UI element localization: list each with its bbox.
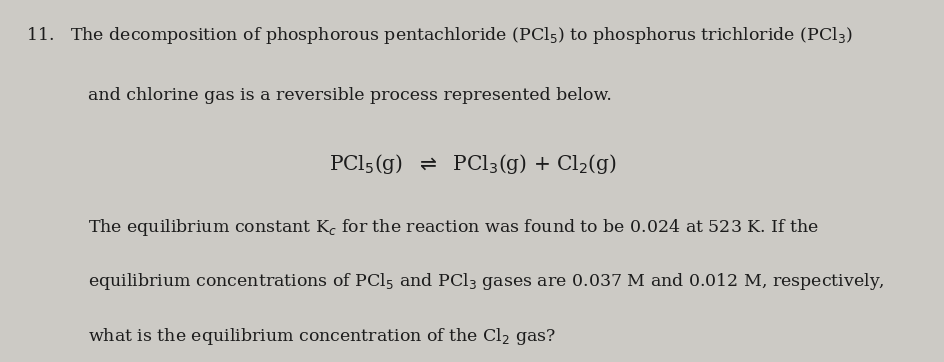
Text: PCl$_5$(g)  $\rightleftharpoons$  PCl$_3$(g) + Cl$_2$(g): PCl$_5$(g) $\rightleftharpoons$ PCl$_3$(… — [329, 152, 615, 176]
Text: and chlorine gas is a reversible process represented below.: and chlorine gas is a reversible process… — [88, 87, 611, 104]
Text: equilibrium concentrations of PCl$_5$ and PCl$_3$ gases are 0.037 M and 0.012 M,: equilibrium concentrations of PCl$_5$ an… — [88, 272, 884, 292]
Text: The equilibrium constant K$_c$ for the reaction was found to be 0.024 at 523 K. : The equilibrium constant K$_c$ for the r… — [88, 217, 818, 238]
Text: what is the equilibrium concentration of the Cl$_2$ gas?: what is the equilibrium concentration of… — [88, 326, 556, 347]
Text: 11.   The decomposition of phosphorous pentachloride (PCl$_5$) to phosphorus tri: 11. The decomposition of phosphorous pen… — [25, 25, 851, 46]
